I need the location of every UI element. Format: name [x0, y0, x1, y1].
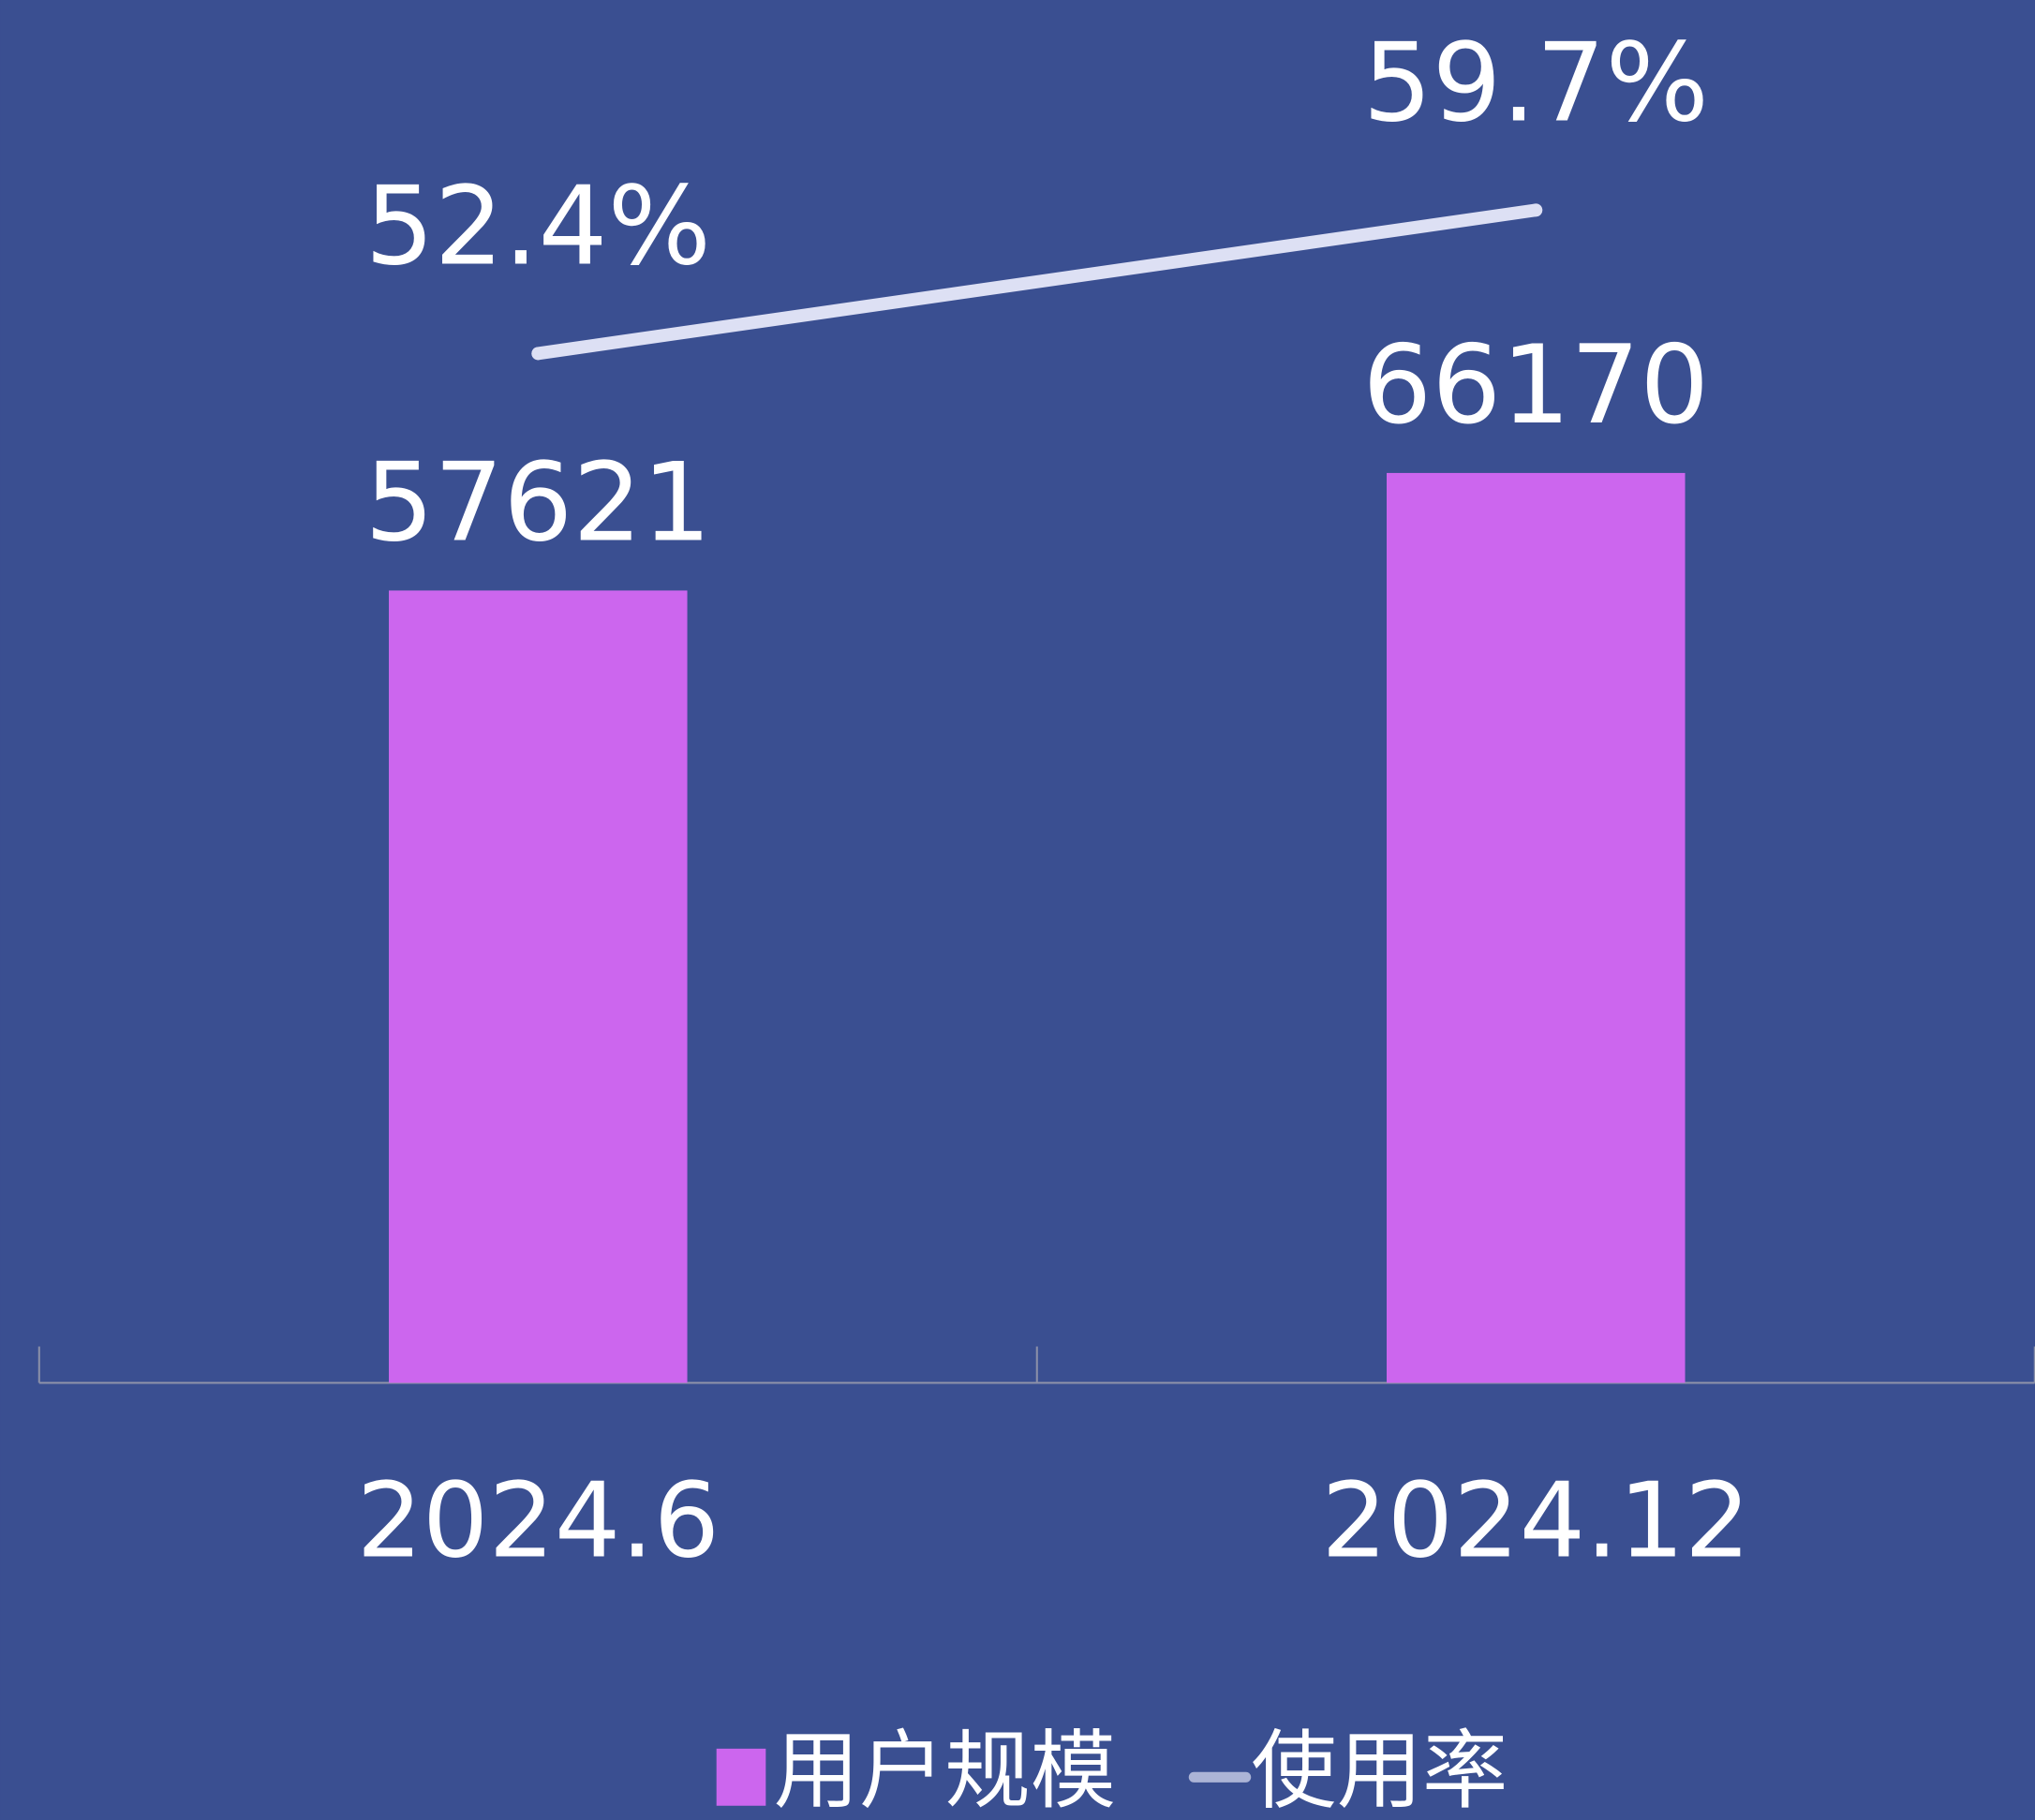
bar — [389, 590, 688, 1383]
legend-label: 使用率 — [1251, 1721, 1508, 1820]
legend-label: 用户规模 — [774, 1721, 1117, 1820]
data-label: 52.4% — [365, 164, 712, 290]
bar — [1387, 472, 1686, 1383]
x-tick-label: 2024.12 — [1321, 1461, 1750, 1582]
legend-swatch — [716, 1748, 766, 1806]
data-label: 66170 — [1362, 322, 1709, 449]
line — [531, 203, 1543, 361]
line-marker — [531, 347, 545, 361]
data-label: 59.7% — [1362, 21, 1709, 147]
line-marker — [1529, 203, 1543, 217]
data-label: 57621 — [364, 439, 711, 566]
x-tick-label: 2024.6 — [356, 1461, 720, 1582]
